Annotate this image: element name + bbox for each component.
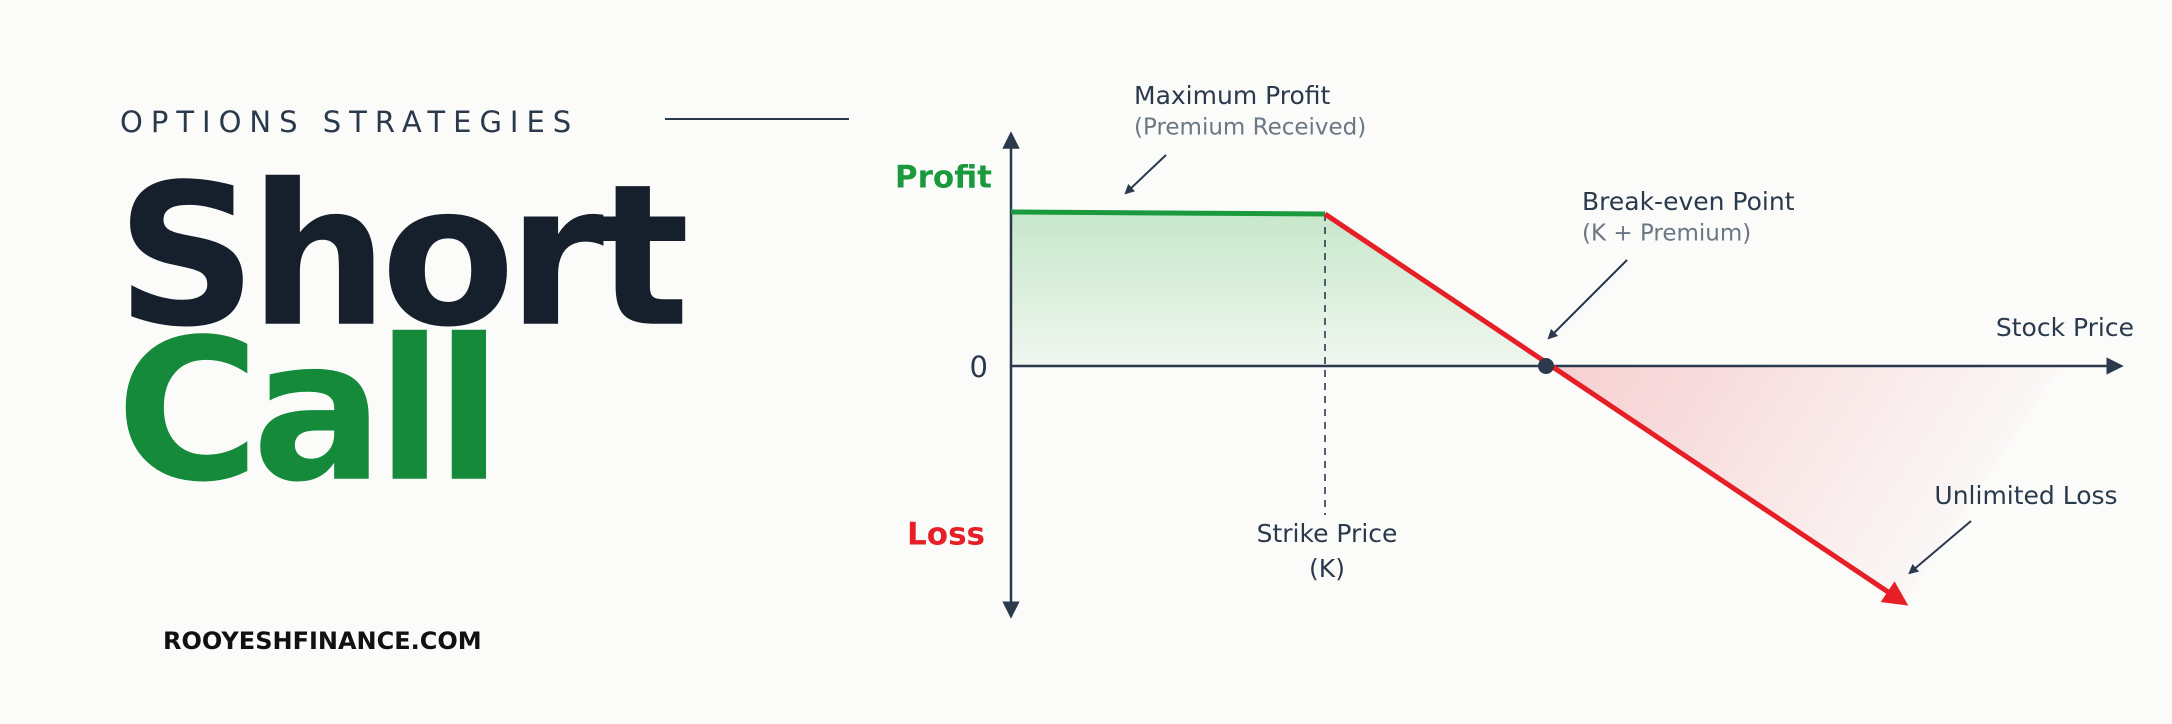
loss-label: Loss [907, 517, 985, 553]
profit-line [1010, 209, 1326, 217]
break-even-note: (K + Premium) [1582, 221, 1751, 247]
break-even-title: Break-even Point [1582, 187, 1795, 216]
kicker: OPTIONS STRATEGIES [120, 105, 579, 139]
break-even-dot [1538, 358, 1554, 374]
x-axis-label: Stock Price [1996, 313, 2134, 342]
unlimited-loss-pointer [1908, 520, 1972, 575]
site-url: ROOYESHFINANCE.COM [163, 627, 482, 655]
profit-label: Profit [895, 160, 992, 196]
loss-line [1323, 211, 1909, 606]
max-profit-note: (Premium Received) [1134, 115, 1366, 141]
strike-title: Strike Price [1257, 519, 1398, 548]
profit-area [1011, 212, 1546, 366]
zero-label: 0 [970, 350, 988, 384]
title-call: Call [116, 298, 494, 526]
title-short: Short [116, 143, 686, 371]
strike-note: (K) [1309, 554, 1345, 583]
max-profit-pointer [1124, 154, 1167, 195]
unlimited-loss-label: Unlimited Loss [1934, 481, 2117, 510]
max-profit-title: Maximum Profit [1134, 81, 1331, 110]
loss-area [1546, 366, 2060, 602]
break-even-pointer [1547, 259, 1628, 340]
